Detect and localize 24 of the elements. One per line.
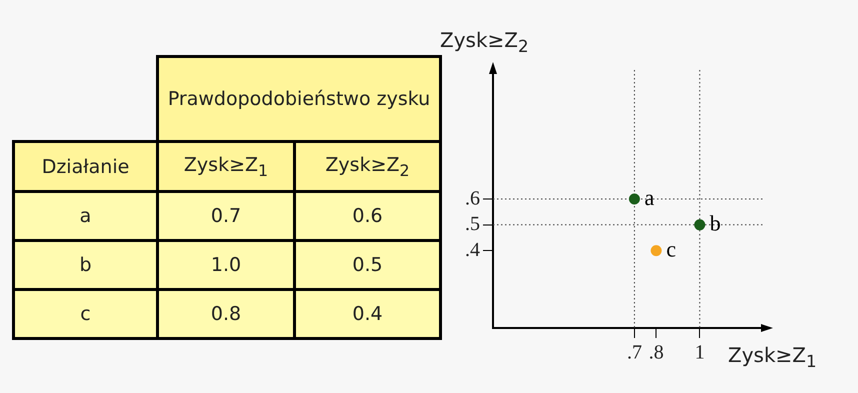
text: 0.8 [158, 290, 294, 338]
annotation: a [644, 184, 654, 210]
annotation: c [666, 236, 676, 262]
x-tick-label: .8 [648, 341, 664, 364]
text: 0.7 [158, 192, 294, 240]
text: 0.5 [294, 240, 440, 290]
x-tick-label: 1 [694, 341, 705, 364]
text: 0.4 [294, 290, 440, 338]
text: a [14, 192, 158, 240]
text: Prawdopodobieństwo zysku [158, 56, 440, 142]
text: 1.0 [158, 240, 294, 290]
y-tick-label: .4 [465, 238, 480, 261]
y-tick-label: .6 [465, 187, 480, 210]
y-tick-label: .5 [465, 213, 480, 236]
text: 0.6 [294, 192, 440, 240]
annotation: b [710, 210, 721, 236]
text: Zysk≥Z$_{2}$ [294, 142, 440, 192]
text: b [14, 240, 158, 290]
x-axis-title: Zysk≥Z$_{1}$ [728, 343, 817, 371]
text: Działanie [14, 142, 158, 192]
text: Zysk≥Z$_{1}$ [158, 142, 294, 192]
text: c [14, 290, 158, 338]
y-axis-title: Zysk≥Z$_{2}$ [440, 28, 529, 56]
x-tick-label: .7 [626, 341, 642, 364]
